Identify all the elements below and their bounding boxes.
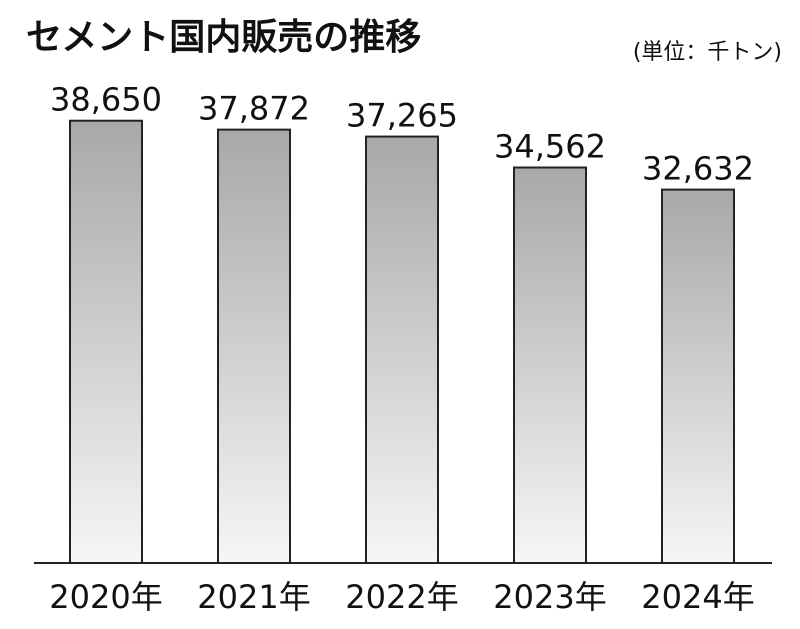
bar-2021年 (217, 128, 291, 564)
bar-2024年 (661, 188, 735, 564)
value-label: 34,562 (494, 128, 606, 166)
value-label: 37,265 (346, 97, 458, 135)
category-label: 2020年 (49, 578, 162, 616)
bar-2022年 (365, 135, 439, 564)
value-label: 32,632 (642, 150, 754, 188)
labels-group: 38,650 2020年 37,872 2021年 37,265 2022年 34,562 2… (49, 81, 754, 616)
value-label: 37,872 (198, 90, 310, 128)
value-label: 38,650 (50, 81, 162, 119)
bars-group (69, 119, 735, 565)
bar-2023年 (513, 166, 587, 565)
category-label: 2021年 (197, 578, 310, 616)
category-label: 2023年 (493, 578, 606, 616)
chart-unit-label: (単位：千トン) (632, 40, 782, 65)
category-label: 2024年 (641, 578, 754, 616)
chart-title: セメント国内販売の推移 (26, 17, 422, 58)
bar-2020年 (69, 119, 143, 564)
category-label: 2022年 (345, 578, 458, 616)
